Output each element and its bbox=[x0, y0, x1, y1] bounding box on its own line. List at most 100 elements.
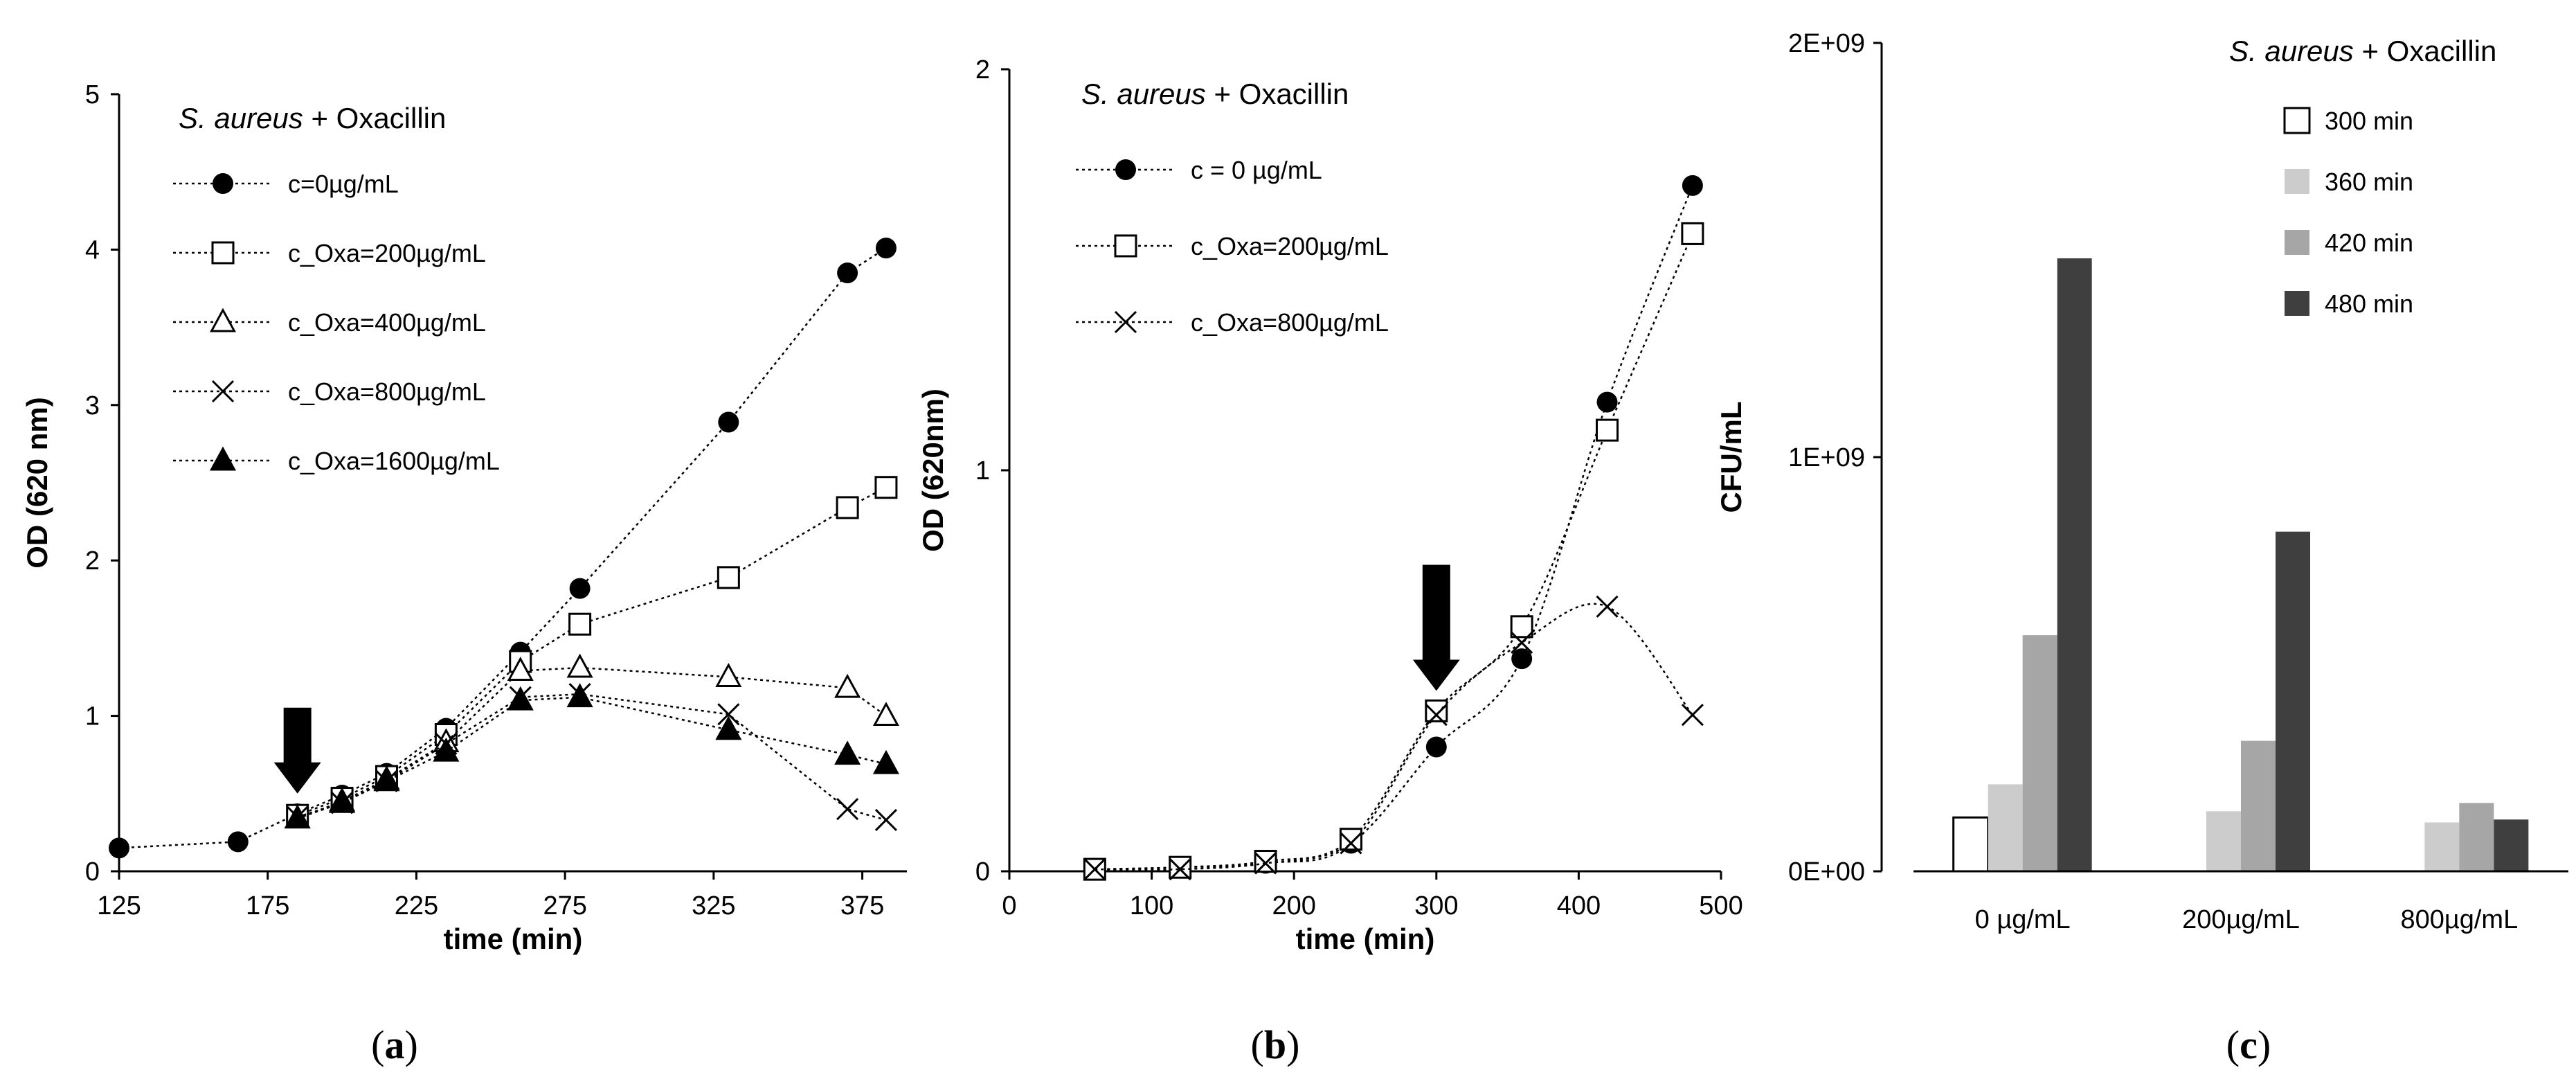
data-point bbox=[373, 767, 400, 792]
legend-item-c-oxa-800-g-ml: c_Oxa=800µg/mL bbox=[173, 377, 486, 406]
legend-item-c-oxa-1600-g-ml: c_Oxa=1600µg/mL bbox=[173, 446, 500, 475]
y-tick-label: 1 bbox=[85, 702, 100, 731]
legend-title-treatment: + Oxacillin bbox=[1206, 78, 1349, 110]
x-tick-label: 300 bbox=[1414, 891, 1458, 920]
y-axis-title: OD (620 nm) bbox=[21, 397, 53, 568]
x-tick-label: 275 bbox=[543, 891, 586, 920]
data-point bbox=[872, 702, 899, 727]
bar-200-g-ml-480-min bbox=[2276, 531, 2310, 871]
legend-marker bbox=[1114, 234, 1137, 258]
series-line bbox=[297, 693, 887, 821]
series-line bbox=[118, 247, 887, 849]
data-point bbox=[433, 737, 460, 762]
legend-label: c = 0 µg/mL bbox=[1191, 156, 1322, 184]
data-point bbox=[836, 798, 859, 821]
treatment-arrow bbox=[1412, 564, 1460, 691]
legend-marker bbox=[209, 446, 237, 471]
panel-label-open: ( bbox=[371, 1022, 384, 1067]
panel-label-open: ( bbox=[1251, 1022, 1264, 1067]
bar-200-g-ml-420-min bbox=[2241, 740, 2276, 871]
y-tick-label: 2 bbox=[975, 55, 990, 84]
legend-label: c_Oxa=200µg/mL bbox=[1191, 232, 1389, 260]
data-point bbox=[507, 657, 534, 681]
panel-label-letter: b bbox=[1264, 1022, 1286, 1067]
data-point bbox=[109, 837, 129, 859]
legend-title-species: S. aureus bbox=[179, 102, 303, 134]
legend-marker bbox=[209, 308, 237, 332]
data-point bbox=[715, 663, 742, 687]
legend-label: 360 min bbox=[2325, 168, 2413, 196]
panel-c-bar-chart: 0 µg/mL 200µg/mL 800µg/mL 0E+00 1E+09 2E+09 CF… bbox=[1715, 29, 2568, 1067]
panel-label-close: ) bbox=[405, 1022, 418, 1067]
legend-title: S. aureus + Oxacillin bbox=[2229, 35, 2496, 67]
x-tick-label: 375 bbox=[840, 891, 884, 920]
series-line bbox=[1095, 185, 1694, 871]
data-point bbox=[875, 238, 897, 259]
x-axis-title: time (min) bbox=[444, 923, 583, 955]
legend-label: c_Oxa=400µg/mL bbox=[288, 308, 486, 337]
legend-marker bbox=[1115, 159, 1136, 180]
bar-0-g-ml-300-min bbox=[1952, 816, 1990, 873]
y-tick-label: 0 bbox=[975, 857, 990, 887]
panel-label: (c) bbox=[2226, 1022, 2271, 1067]
legend-item-c-0-g-ml: c = 0 µg/mL bbox=[1076, 156, 1322, 184]
y-tick-label: 0 bbox=[85, 857, 100, 887]
data-point bbox=[836, 496, 859, 519]
x-tick-label: 325 bbox=[692, 891, 735, 920]
bar-0-g-ml-360-min bbox=[1988, 784, 2023, 871]
y-tick-label: 1E+09 bbox=[1788, 443, 1865, 472]
legend-swatch bbox=[2285, 230, 2309, 255]
panel-label-close: ) bbox=[1286, 1022, 1299, 1067]
legend-label: c_Oxa=800µg/mL bbox=[1191, 308, 1389, 337]
x-tick-label: 175 bbox=[246, 891, 289, 920]
data-point bbox=[1339, 828, 1362, 851]
x-tick-label: 100 bbox=[1130, 891, 1173, 920]
panel-label: (b) bbox=[1251, 1022, 1300, 1067]
series-line bbox=[297, 696, 887, 819]
data-point bbox=[1681, 704, 1704, 727]
bar-0-g-ml-480-min bbox=[2057, 258, 2092, 872]
panel-a-line-chart: 125 175 225 275 325 375 0 1 2 3 4 5 time (min) OD (62… bbox=[21, 80, 907, 1067]
legend-label: c_Oxa=1600µg/mL bbox=[288, 447, 500, 475]
legend-item-c-oxa-800-g-ml: c_Oxa=800µg/mL bbox=[1076, 308, 1389, 337]
data-point bbox=[1681, 222, 1704, 245]
legend-item-c-oxa-200-g-ml: c_Oxa=200µg/mL bbox=[1076, 232, 1389, 260]
data-point bbox=[1169, 855, 1192, 879]
data-point bbox=[718, 411, 739, 433]
data-point bbox=[568, 612, 592, 636]
x-category-label: 200µg/mL bbox=[2182, 905, 2300, 934]
x-tick-label: 200 bbox=[1272, 891, 1315, 920]
data-point bbox=[569, 578, 591, 599]
x-tick-label: 400 bbox=[1557, 891, 1601, 920]
legend-title-species: S. aureus bbox=[1081, 78, 1206, 110]
bar-200-g-ml-360-min bbox=[2206, 811, 2241, 871]
data-point bbox=[1169, 858, 1191, 881]
legend-label: 300 min bbox=[2325, 107, 2413, 135]
panel-label-letter: c bbox=[2240, 1022, 2258, 1067]
data-point bbox=[874, 808, 898, 832]
y-tick-label: 4 bbox=[85, 235, 100, 265]
y-axis-title: OD (620nm) bbox=[917, 389, 949, 552]
y-tick-label: 3 bbox=[85, 391, 100, 420]
y-tick-label: 2 bbox=[85, 546, 100, 576]
series-c-oxa-1600-g-ml bbox=[284, 683, 899, 829]
panel-label-open: ( bbox=[2226, 1022, 2240, 1067]
data-point bbox=[837, 262, 858, 284]
legend-item-c-oxa-200-g-ml: c_Oxa=200µg/mL bbox=[173, 239, 486, 267]
legend-item-c-0-g-ml: c=0µg/mL bbox=[173, 170, 399, 198]
panel-label: (a) bbox=[371, 1022, 418, 1067]
legend-item-420-min: 420 min bbox=[2285, 229, 2413, 257]
data-point bbox=[1425, 699, 1448, 722]
y-tick-label: 5 bbox=[85, 80, 100, 109]
data-point bbox=[717, 566, 740, 589]
data-point bbox=[329, 788, 356, 813]
legend-swatch bbox=[2285, 291, 2309, 316]
data-point bbox=[1511, 631, 1533, 655]
data-point bbox=[1511, 648, 1533, 670]
legend-item-300-min: 300 min bbox=[2283, 107, 2413, 135]
legend-label: c_Oxa=800µg/mL bbox=[288, 377, 486, 406]
panel-b-line-chart: 0 100 200 300 400 500 0 1 2 time (min) OD (620nm) S… bbox=[917, 55, 1743, 1067]
data-point bbox=[1425, 736, 1447, 758]
data-point bbox=[1596, 391, 1618, 413]
